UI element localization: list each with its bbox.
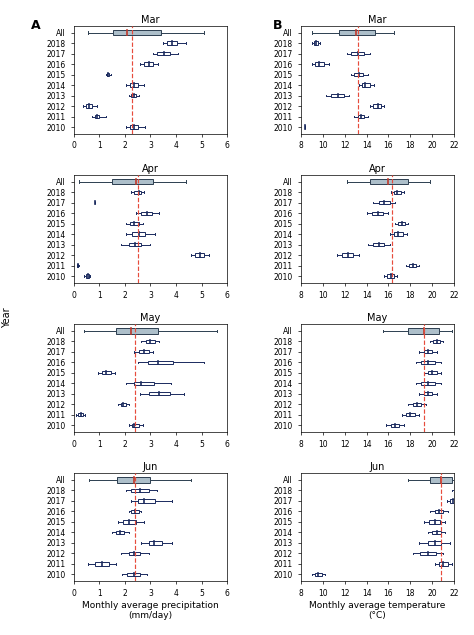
Bar	[131, 489, 149, 492]
Bar	[339, 30, 375, 36]
Bar	[424, 392, 432, 396]
Bar	[113, 30, 161, 36]
Bar	[421, 361, 435, 364]
Bar	[124, 520, 137, 524]
Bar	[406, 413, 415, 417]
Bar	[107, 73, 109, 76]
Bar	[195, 253, 204, 257]
Bar	[128, 552, 140, 555]
Bar	[450, 499, 456, 503]
Bar	[95, 115, 99, 118]
Bar	[394, 232, 403, 236]
Bar	[433, 340, 440, 343]
Bar	[331, 94, 344, 97]
Bar	[148, 361, 173, 364]
Text: A: A	[31, 19, 40, 32]
Bar	[139, 350, 149, 354]
Bar	[391, 424, 400, 427]
Bar	[86, 274, 89, 277]
Bar	[454, 489, 459, 492]
Bar	[379, 201, 390, 204]
Bar	[86, 104, 91, 108]
Bar	[358, 115, 365, 118]
Bar	[428, 541, 441, 545]
Bar	[131, 510, 139, 513]
Bar	[410, 264, 416, 267]
Bar	[355, 73, 363, 76]
Bar	[315, 62, 324, 66]
Bar	[128, 573, 140, 576]
X-axis label: Monthly average precipitation
(mm/day): Monthly average precipitation (mm/day)	[82, 601, 219, 620]
Bar	[134, 190, 141, 194]
Bar	[149, 392, 170, 396]
Bar	[370, 179, 408, 184]
Title: Mar: Mar	[141, 15, 160, 25]
Bar	[117, 478, 150, 483]
Bar	[130, 222, 139, 225]
Bar	[102, 371, 111, 375]
Bar	[387, 274, 394, 277]
Bar	[137, 499, 155, 503]
Bar	[132, 424, 139, 427]
Bar	[141, 211, 152, 215]
Text: B: B	[273, 19, 283, 32]
Title: Apr: Apr	[369, 164, 386, 174]
Bar	[394, 190, 401, 194]
Bar	[432, 531, 441, 534]
Bar	[149, 541, 162, 545]
Bar	[373, 104, 381, 108]
Bar	[121, 403, 126, 406]
Bar	[439, 562, 447, 566]
Bar	[342, 253, 354, 257]
Title: Jun: Jun	[370, 462, 385, 472]
Title: Mar: Mar	[368, 15, 387, 25]
Bar	[372, 211, 383, 215]
Text: Year: Year	[2, 307, 12, 328]
Bar	[116, 328, 158, 333]
Bar	[131, 94, 137, 97]
Bar	[116, 531, 124, 534]
Bar	[95, 562, 109, 566]
Bar	[130, 125, 137, 129]
Bar	[130, 83, 137, 87]
Title: Jun: Jun	[143, 462, 158, 472]
Bar	[420, 552, 436, 555]
Bar	[351, 52, 365, 55]
Bar	[157, 52, 170, 55]
X-axis label: Monthly average temperature
(°C): Monthly average temperature (°C)	[310, 601, 446, 620]
Title: May: May	[140, 313, 161, 323]
Bar	[78, 413, 83, 417]
Bar	[428, 371, 437, 375]
Bar	[144, 62, 153, 66]
Bar	[128, 243, 141, 246]
Bar	[429, 520, 440, 524]
Bar	[424, 350, 432, 354]
Bar	[315, 573, 321, 576]
Bar	[408, 328, 439, 333]
Bar	[146, 340, 155, 343]
Title: Apr: Apr	[142, 164, 159, 174]
Title: May: May	[367, 313, 388, 323]
Bar	[430, 478, 452, 483]
Bar	[373, 243, 384, 246]
Bar	[362, 83, 370, 87]
Bar	[421, 382, 435, 385]
Bar	[314, 41, 319, 44]
Bar	[77, 264, 79, 267]
Bar	[412, 403, 421, 406]
Bar	[134, 382, 154, 385]
Bar	[112, 179, 153, 184]
Bar	[167, 41, 177, 44]
Bar	[132, 232, 145, 236]
Bar	[398, 222, 405, 225]
Bar	[435, 510, 443, 513]
